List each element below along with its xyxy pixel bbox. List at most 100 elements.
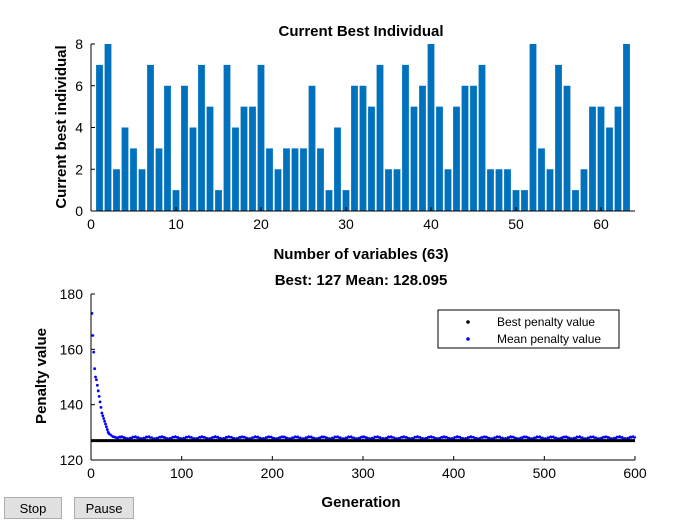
mean-point: [105, 428, 109, 431]
x-tick-label: 30: [338, 216, 354, 232]
bar: [376, 64, 384, 212]
mean-point: [101, 414, 105, 418]
x-tick-label: 50: [508, 216, 524, 232]
chart2-xlabel: Generation: [321, 494, 400, 511]
bar: [189, 127, 197, 211]
mean-point: [97, 394, 101, 398]
mean-point: [96, 389, 100, 393]
mean-point: [95, 383, 99, 387]
pause-button[interactable]: Pause: [74, 497, 134, 519]
bar: [436, 106, 443, 212]
bar: [308, 85, 316, 211]
bar: [266, 148, 273, 212]
y-tick-label: 0: [75, 203, 83, 219]
x-tick-label: 200: [261, 465, 285, 481]
bar: [164, 85, 171, 211]
legend-label: Mean penalty value: [497, 332, 601, 346]
bar: [104, 44, 112, 211]
chart1-ylabel: Current best individual: [53, 45, 70, 208]
bar: [181, 85, 188, 211]
bar: [300, 148, 307, 212]
y-tick-label: 140: [60, 397, 84, 413]
bar: [461, 85, 469, 211]
bar: [606, 127, 613, 211]
bar: [317, 148, 324, 212]
mean-point: [98, 400, 102, 404]
bar: [257, 64, 265, 212]
bar: [121, 127, 129, 211]
bar: [419, 85, 426, 211]
current-best-individual-chart: Current Best Individual 0 10 20 30 40 50 60 0 2 4…: [53, 23, 635, 263]
y-tick-label: 2: [75, 161, 83, 177]
bar: [96, 64, 103, 212]
bar: [478, 64, 486, 212]
bar: [147, 64, 154, 212]
bar: [589, 106, 596, 212]
bar: [223, 64, 231, 212]
mean-point: [104, 422, 107, 426]
bar: [385, 169, 392, 211]
bar: [614, 106, 622, 212]
stop-button[interactable]: Stop: [4, 497, 62, 519]
bar: [555, 64, 562, 212]
bar: [274, 169, 282, 211]
y-tick-label: 6: [75, 78, 83, 94]
x-tick-label: 20: [253, 216, 269, 232]
bar: [172, 190, 180, 212]
mean-point: [102, 417, 106, 420]
bar: [580, 169, 588, 211]
bar: [232, 127, 239, 211]
chart1-title: Current Best Individual: [278, 23, 443, 40]
bar: [342, 190, 350, 212]
chart2-axes: 0 100 200 300 400 500 600 120 140 160 180: [60, 286, 647, 481]
legend-label: Best penalty value: [497, 315, 595, 329]
chart1-xlabel: Number of variables (63): [273, 246, 448, 263]
bar: [521, 190, 528, 212]
bar: [453, 106, 460, 212]
mean-point: [99, 406, 103, 409]
bar: [623, 44, 630, 211]
bar: [487, 169, 494, 211]
bar: [359, 85, 367, 211]
mean-point: [103, 419, 106, 423]
bar: [427, 44, 435, 211]
bar: [444, 169, 452, 211]
bar: [351, 85, 358, 211]
bar: [215, 190, 222, 212]
chart2-title: Best: 127 Mean: 128.095: [275, 272, 448, 289]
bar: [334, 127, 341, 211]
mean-point: [95, 378, 98, 382]
y-tick-label: 8: [75, 36, 83, 52]
bar: [470, 85, 477, 211]
bar: [410, 106, 418, 212]
x-tick-label: 300: [351, 465, 375, 481]
bar: [283, 148, 290, 212]
bar: [546, 169, 554, 211]
bar: [368, 106, 375, 212]
bar: [198, 64, 205, 212]
x-tick-label: 60: [593, 216, 609, 232]
y-tick-label: 180: [60, 286, 84, 302]
legend-marker: [466, 337, 470, 341]
x-tick-label: 10: [168, 216, 184, 232]
bar: [155, 148, 163, 212]
bar: [249, 106, 256, 212]
bar: [206, 106, 214, 212]
bar: [504, 169, 511, 211]
bar: [563, 85, 571, 211]
y-tick-label: 160: [60, 341, 84, 357]
x-tick-label: 400: [442, 465, 466, 481]
x-tick-label: 600: [623, 465, 647, 481]
x-tick-label: 100: [170, 465, 194, 481]
x-tick-label: 0: [87, 465, 95, 481]
bar: [393, 169, 401, 211]
mean-point: [93, 367, 97, 371]
x-tick-label: 500: [533, 465, 557, 481]
x-tick-label: 0: [87, 216, 95, 232]
bar: [538, 148, 545, 212]
bar: [291, 148, 299, 212]
legend-marker: [466, 320, 470, 324]
mean-point: [105, 425, 108, 429]
bar: [138, 169, 146, 211]
mean-point: [92, 350, 96, 354]
